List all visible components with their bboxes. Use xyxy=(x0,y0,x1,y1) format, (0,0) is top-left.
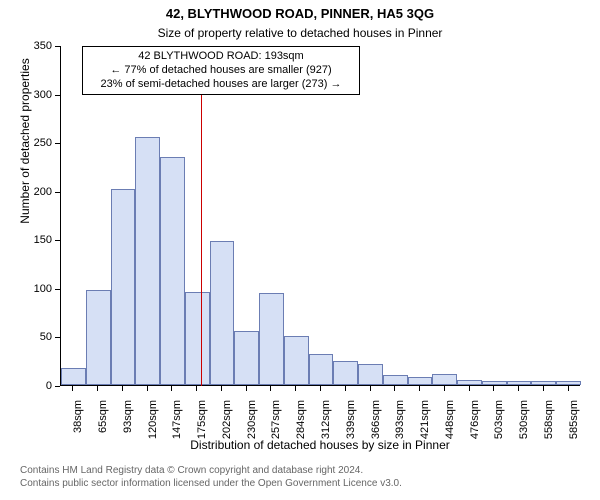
x-tick-mark xyxy=(394,386,395,391)
x-tick-label: 366sqm xyxy=(370,400,382,450)
x-tick-mark xyxy=(444,386,445,391)
x-tick-mark xyxy=(221,386,222,391)
y-tick-mark xyxy=(55,240,60,241)
x-tick-mark xyxy=(171,386,172,391)
x-tick-label: 284sqm xyxy=(295,400,307,450)
plot-area xyxy=(60,46,580,386)
x-tick-label: 558sqm xyxy=(543,400,555,450)
x-tick-mark xyxy=(469,386,470,391)
histogram-bar xyxy=(135,137,160,385)
histogram-bar xyxy=(457,380,482,385)
histogram-bar xyxy=(210,241,235,385)
annotation-line1: 42 BLYTHWOOD ROAD: 193sqm xyxy=(91,50,351,64)
x-tick-mark xyxy=(196,386,197,391)
x-tick-label: 339sqm xyxy=(345,400,357,450)
histogram-bar xyxy=(482,381,507,385)
histogram-bar xyxy=(111,189,136,385)
chart-title: 42, BLYTHWOOD ROAD, PINNER, HA5 3QG xyxy=(0,6,600,21)
y-tick-label: 50 xyxy=(0,331,52,343)
x-tick-mark xyxy=(147,386,148,391)
y-tick-mark xyxy=(55,337,60,338)
histogram-bar xyxy=(408,377,433,385)
histogram-bar xyxy=(259,293,284,385)
x-tick-label: 503sqm xyxy=(493,400,505,450)
x-tick-label: 421sqm xyxy=(419,400,431,450)
histogram-bar xyxy=(309,354,334,385)
x-tick-label: 93sqm xyxy=(122,400,134,450)
x-tick-mark xyxy=(370,386,371,391)
histogram-bar xyxy=(234,331,259,385)
x-tick-mark xyxy=(320,386,321,391)
annotation-line2: ← 77% of detached houses are smaller (92… xyxy=(91,64,351,78)
histogram-bar xyxy=(432,374,457,385)
histogram-bar xyxy=(333,361,358,385)
histogram-bar xyxy=(61,368,86,385)
y-tick-label: 150 xyxy=(0,234,52,246)
histogram-bar xyxy=(556,381,581,385)
histogram-bar xyxy=(185,292,210,385)
x-tick-mark xyxy=(72,386,73,391)
x-tick-mark xyxy=(543,386,544,391)
x-tick-mark xyxy=(518,386,519,391)
histogram-bar xyxy=(358,364,383,385)
x-tick-mark xyxy=(568,386,569,391)
footer-attribution: Contains HM Land Registry data © Crown c… xyxy=(20,464,402,490)
y-tick-label: 200 xyxy=(0,186,52,198)
x-tick-label: 312sqm xyxy=(320,400,332,450)
histogram-bar xyxy=(507,381,532,385)
chart-subtitle: Size of property relative to detached ho… xyxy=(0,26,600,40)
footer-line2: Contains public sector information licen… xyxy=(20,477,402,490)
x-tick-label: 530sqm xyxy=(518,400,530,450)
y-tick-mark xyxy=(55,192,60,193)
y-tick-label: 300 xyxy=(0,89,52,101)
y-tick-label: 100 xyxy=(0,283,52,295)
x-tick-label: 120sqm xyxy=(147,400,159,450)
footer-line1: Contains HM Land Registry data © Crown c… xyxy=(20,464,402,477)
x-tick-mark xyxy=(295,386,296,391)
y-tick-mark xyxy=(55,289,60,290)
x-tick-label: 175sqm xyxy=(196,400,208,450)
x-tick-label: 65sqm xyxy=(97,400,109,450)
histogram-bar xyxy=(86,290,111,385)
x-tick-mark xyxy=(419,386,420,391)
x-tick-label: 147sqm xyxy=(171,400,183,450)
y-tick-mark xyxy=(55,95,60,96)
histogram-bar xyxy=(284,336,309,385)
reference-line xyxy=(201,46,202,386)
x-tick-label: 476sqm xyxy=(469,400,481,450)
x-tick-label: 448sqm xyxy=(444,400,456,450)
x-tick-label: 393sqm xyxy=(394,400,406,450)
x-tick-label: 585sqm xyxy=(568,400,580,450)
x-tick-label: 202sqm xyxy=(221,400,233,450)
y-tick-mark xyxy=(55,386,60,387)
x-tick-mark xyxy=(270,386,271,391)
y-tick-label: 250 xyxy=(0,137,52,149)
x-tick-mark xyxy=(493,386,494,391)
x-tick-mark xyxy=(246,386,247,391)
histogram-bar xyxy=(383,375,408,385)
x-tick-label: 38sqm xyxy=(72,400,84,450)
histogram-bar xyxy=(160,157,185,385)
histogram-bar xyxy=(531,381,556,385)
x-tick-label: 230sqm xyxy=(246,400,258,450)
x-tick-mark xyxy=(345,386,346,391)
y-tick-label: 350 xyxy=(0,40,52,52)
x-tick-label: 257sqm xyxy=(270,400,282,450)
annotation-box: 42 BLYTHWOOD ROAD: 193sqm ← 77% of detac… xyxy=(82,46,360,95)
y-tick-mark xyxy=(55,46,60,47)
x-tick-mark xyxy=(122,386,123,391)
y-tick-label: 0 xyxy=(0,380,52,392)
x-tick-mark xyxy=(97,386,98,391)
annotation-line3: 23% of semi-detached houses are larger (… xyxy=(91,78,351,92)
y-tick-mark xyxy=(55,143,60,144)
